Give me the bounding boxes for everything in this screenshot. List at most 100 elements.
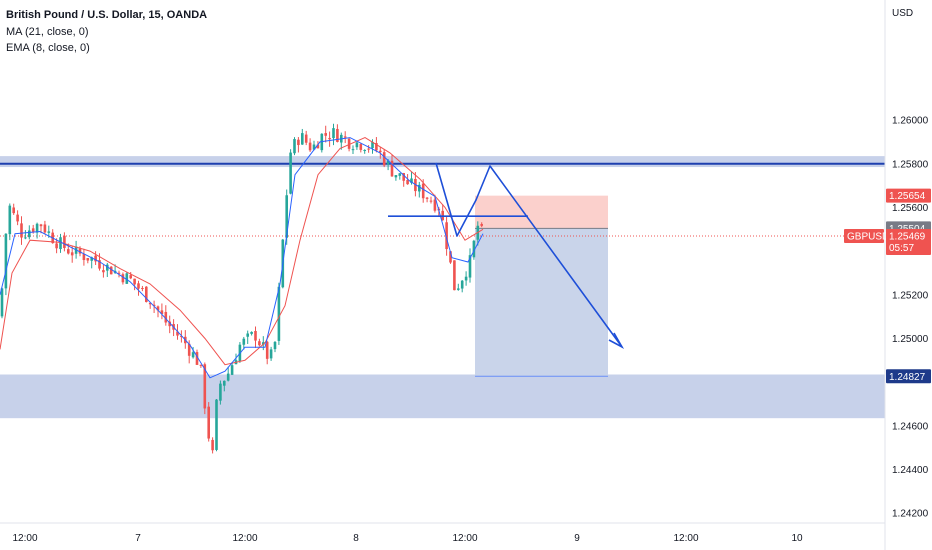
candle-body — [16, 214, 19, 222]
y-tick-label: 1.24600 — [892, 421, 929, 432]
candle-body — [433, 199, 437, 211]
candle-body — [273, 341, 277, 350]
candle-body — [301, 133, 304, 145]
candle-body — [28, 230, 31, 238]
candle — [223, 380, 226, 392]
candle-body — [355, 142, 359, 148]
candle — [106, 262, 109, 277]
candle — [160, 303, 164, 320]
candle-body — [47, 231, 51, 233]
candle — [289, 149, 292, 195]
ma-legend[interactable]: MA (21, close, 0) — [6, 26, 89, 38]
candle-body — [312, 144, 316, 150]
candle-body — [453, 260, 456, 291]
candle-body — [246, 333, 249, 337]
candle — [35, 222, 39, 239]
candle — [16, 210, 19, 226]
symbol-tag-text: GBPUSD — [847, 232, 889, 243]
candle — [425, 196, 429, 203]
candle — [254, 326, 257, 348]
zones — [0, 156, 885, 419]
ema-legend[interactable]: EMA (8, close, 0) — [6, 42, 90, 54]
candle-body — [0, 288, 4, 317]
y-tick-label: 1.25000 — [892, 334, 929, 345]
candle-body — [199, 364, 203, 366]
candle — [168, 315, 171, 334]
candle — [258, 338, 261, 347]
y-tick-label: 1.25800 — [892, 159, 929, 170]
candle-body — [382, 152, 386, 166]
drawings[interactable] — [388, 162, 625, 350]
candle — [70, 245, 74, 263]
candle-body — [219, 383, 222, 401]
candle-body — [39, 224, 43, 227]
price-tag-text: 1.24827 — [889, 372, 926, 383]
candle — [332, 123, 335, 146]
candle — [109, 266, 113, 275]
candle — [328, 131, 331, 147]
candle — [262, 336, 265, 351]
candle — [390, 154, 394, 177]
candle — [312, 140, 316, 151]
candle-body — [137, 283, 140, 289]
candle — [199, 364, 203, 368]
candle-body — [308, 142, 312, 151]
candle — [297, 137, 300, 153]
countdown-text: 05:57 — [889, 243, 914, 254]
candle — [429, 196, 433, 204]
candle — [269, 346, 273, 361]
candle-body — [293, 139, 296, 154]
candle-body — [106, 264, 109, 271]
candle-body — [460, 280, 464, 289]
candle-body — [390, 160, 394, 177]
short-position-tool[interactable] — [0, 195, 885, 377]
candle — [102, 264, 105, 278]
x-tick-label: 7 — [135, 533, 141, 544]
price-tag-text: 1.25654 — [889, 191, 926, 202]
indicators — [0, 137, 484, 379]
candle-body — [386, 160, 390, 165]
candle — [308, 138, 312, 152]
candle — [164, 305, 168, 326]
currency-label: USD — [892, 8, 913, 19]
candle — [363, 149, 366, 154]
candle — [230, 362, 234, 376]
candle — [394, 175, 398, 181]
candle-body — [226, 373, 230, 381]
candle — [226, 366, 230, 382]
candle-body — [195, 352, 199, 365]
candle — [191, 347, 195, 359]
candle-body — [250, 331, 253, 334]
x-tick-label: 12:00 — [673, 533, 698, 544]
candle — [207, 402, 210, 442]
last-price-bg — [886, 229, 931, 256]
candle — [293, 137, 296, 156]
candle — [367, 145, 370, 153]
candle-body — [379, 150, 382, 153]
candle — [203, 362, 207, 415]
candle — [55, 238, 58, 254]
candle-body — [371, 141, 374, 149]
candle — [355, 141, 359, 150]
candle-body — [421, 183, 425, 199]
candle-body — [316, 144, 320, 149]
candle-body — [98, 260, 101, 269]
y-tick-label: 1.26000 — [892, 116, 929, 127]
candle-body — [168, 321, 171, 327]
candle-body — [129, 275, 132, 279]
candle — [265, 340, 269, 365]
candle-body — [336, 128, 339, 142]
projection-path — [435, 162, 623, 348]
candle-body — [94, 255, 97, 262]
target-price-tag: 1.24827 — [886, 369, 931, 384]
candle — [90, 256, 93, 269]
candle-body — [207, 406, 210, 439]
candle-body — [343, 136, 347, 138]
take-profit-area — [475, 228, 608, 377]
candle — [180, 330, 183, 343]
candle-body — [43, 224, 47, 233]
candle — [121, 272, 125, 285]
